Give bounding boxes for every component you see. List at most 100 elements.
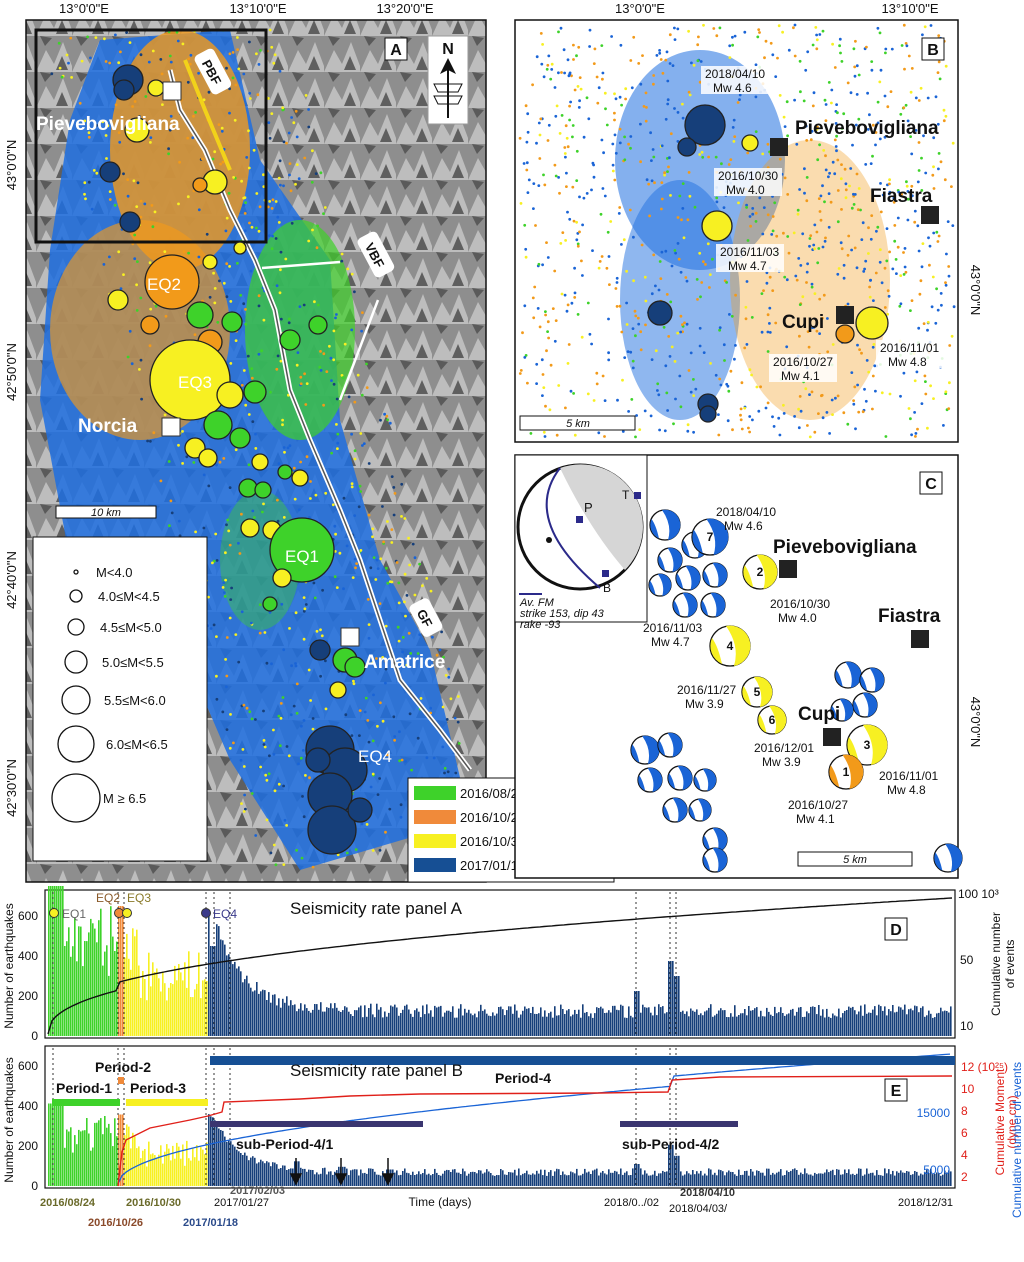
rate-bar: [538, 1013, 540, 1036]
event-dot: [192, 461, 196, 464]
cupi-square-c: [823, 728, 841, 746]
panel-c-letter: C: [925, 476, 937, 493]
rate-bar: [276, 1005, 278, 1036]
event-dot: [273, 789, 277, 793]
event-dot: [302, 609, 306, 613]
magnitude-legend-circle: [67, 618, 85, 636]
event-dot: [876, 26, 880, 30]
event-dot: [535, 55, 539, 59]
event-dot: [242, 369, 246, 372]
d-y2tick-50: 50: [960, 953, 974, 967]
event-dot: [613, 118, 616, 122]
event-dot: [228, 616, 232, 620]
rate-bar: [708, 1007, 710, 1036]
rate-bar: [730, 1171, 732, 1186]
event-dot: [381, 656, 385, 659]
event-dot: [571, 135, 574, 139]
event-dot: [919, 86, 923, 90]
large-event: [107, 289, 129, 311]
rate-bar: [116, 1136, 118, 1186]
magnitude-legend-label: 6.0≤M<6.5: [106, 737, 168, 752]
event-dot: [575, 149, 579, 153]
event-dot: [588, 28, 592, 32]
event-dot: [222, 581, 226, 584]
rate-bar: [248, 983, 250, 1036]
event-dot: [665, 391, 669, 395]
rate-bar: [356, 1169, 358, 1186]
event-dot: [353, 557, 357, 561]
event-dot: [234, 83, 238, 87]
event-dot: [260, 349, 263, 353]
event-dot: [90, 207, 94, 211]
rate-bar: [850, 1174, 852, 1186]
event-dot: [906, 190, 910, 193]
rate-bar: [488, 1015, 490, 1036]
event-dot: [770, 233, 774, 236]
event-dot: [629, 146, 632, 150]
event-dot: [535, 382, 538, 385]
event-dot: [283, 818, 287, 822]
event-dot: [277, 462, 281, 465]
event-dot: [759, 385, 762, 389]
event-dot: [939, 292, 943, 295]
event-dot: [757, 409, 761, 413]
event-dot: [80, 59, 84, 63]
event-dot: [665, 293, 669, 296]
event-dot: [871, 154, 874, 158]
event-dot: [852, 399, 855, 402]
rate-bar: [740, 1013, 742, 1036]
rate-bar: [582, 1173, 584, 1186]
event-dot: [903, 67, 906, 71]
event-dot: [756, 35, 760, 39]
event-dot: [302, 303, 306, 307]
norcia-square: [161, 417, 181, 437]
event-dot: [940, 303, 943, 307]
rate-bar: [926, 1169, 928, 1186]
rate-bar: [438, 1175, 440, 1186]
event-dot: [149, 307, 153, 311]
rate-bar: [332, 1008, 334, 1036]
event-dot: [524, 247, 528, 251]
rate-bar: [566, 1175, 568, 1186]
event-dot: [550, 62, 554, 66]
event-dot: [863, 387, 866, 391]
event-dot: [731, 126, 735, 129]
rate-bar: [516, 1175, 518, 1186]
rate-bar: [668, 1144, 670, 1187]
rate-bar: [80, 926, 82, 1036]
event-dot: [248, 97, 252, 100]
event-dot: [685, 322, 689, 326]
event-dot: [771, 415, 774, 419]
rate-bar: [468, 1173, 470, 1186]
rate-bar: [438, 1006, 440, 1036]
rate-bar: [414, 1175, 416, 1186]
event-dot: [613, 111, 616, 115]
rate-bar: [774, 1006, 776, 1036]
rate-bar: [812, 1006, 814, 1036]
event-dot: [310, 180, 314, 184]
rate-bar: [198, 952, 200, 1036]
event-dot: [639, 122, 642, 126]
event-dot: [772, 425, 776, 428]
event-dot: [952, 305, 956, 309]
event-dot: [601, 77, 604, 81]
rate-bar: [666, 1012, 668, 1036]
rate-bar: [286, 996, 288, 1036]
rate-bar: [656, 1015, 658, 1036]
scalebar-c: [797, 851, 913, 867]
event-dot: [300, 724, 303, 728]
rate-bar: [392, 1169, 394, 1186]
event-dot: [603, 435, 606, 438]
event-dot: [170, 511, 174, 515]
event-dot: [678, 374, 682, 378]
event-dot: [347, 395, 351, 399]
rate-bar: [662, 1170, 664, 1186]
event-dot: [679, 270, 683, 274]
rate-bar: [756, 1007, 758, 1036]
event-dot: [266, 205, 270, 209]
event-dot: [176, 39, 180, 43]
moment-label-2: (dyne cm): [1005, 1095, 1019, 1148]
a-top-tick-1: 13°0'0"E: [59, 1, 109, 16]
rate-bar: [202, 1149, 204, 1186]
